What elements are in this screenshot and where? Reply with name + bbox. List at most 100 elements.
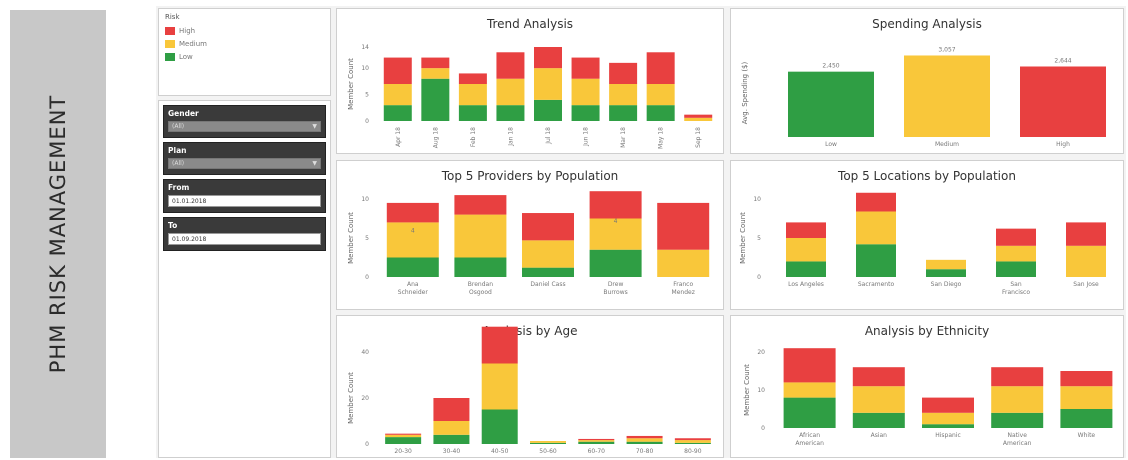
bar-segment-high[interactable] <box>534 47 562 69</box>
bar-segment-medium[interactable] <box>856 211 896 245</box>
bar-segment-high[interactable] <box>626 435 663 439</box>
bar-segment-medium[interactable] <box>383 84 412 106</box>
bar-segment-medium[interactable] <box>458 84 487 106</box>
app-banner: PHM RISK MANAGEMENT <box>10 10 106 458</box>
bar-segment-low[interactable] <box>674 442 711 444</box>
bar-segment-medium[interactable] <box>578 440 615 442</box>
bar-segment-low[interactable] <box>578 441 615 444</box>
bar-segment-medium[interactable] <box>386 222 439 258</box>
bar-segment-medium[interactable] <box>783 382 836 398</box>
bar-segment-medium[interactable] <box>996 245 1036 262</box>
bar-segment-high[interactable] <box>578 438 615 441</box>
bar-segment-high[interactable] <box>684 114 713 118</box>
bar-segment-medium[interactable] <box>657 249 710 277</box>
bar-segment-medium[interactable] <box>646 84 675 106</box>
bar-segment-high[interactable] <box>852 367 905 387</box>
top-providers-title: Top 5 Providers by Population <box>441 169 619 183</box>
bar-segment-medium[interactable] <box>674 440 711 443</box>
bar-segment-high[interactable] <box>1066 222 1106 246</box>
bar-segment-low[interactable] <box>783 397 836 428</box>
legend-item-high[interactable]: High <box>165 24 324 37</box>
bar-segment-low[interactable] <box>458 105 487 121</box>
bar-segment-high[interactable] <box>433 398 470 421</box>
plan-select[interactable]: (All) ▼ <box>168 158 321 169</box>
to-date-input[interactable]: 01.09.2018 <box>168 233 321 245</box>
bar-segment-low[interactable] <box>421 78 450 121</box>
gender-select[interactable]: (All) ▼ <box>168 121 321 132</box>
legend-item-low[interactable]: Low <box>165 50 324 63</box>
bar-segment-low[interactable] <box>926 269 966 277</box>
bar-segment-medium[interactable] <box>1060 386 1113 409</box>
bar-segment-high[interactable] <box>454 195 507 215</box>
bar-segment-high[interactable] <box>996 228 1036 246</box>
bar-segment-low[interactable] <box>530 442 566 444</box>
bar-segment-low[interactable] <box>996 261 1036 277</box>
bar-segment-high[interactable] <box>458 73 487 84</box>
bar-segment-high[interactable] <box>589 191 642 219</box>
bar-segment-medium[interactable] <box>421 68 450 79</box>
bar-segment-low[interactable] <box>522 267 574 277</box>
bar[interactable] <box>1020 66 1106 137</box>
bar-segment-high[interactable] <box>657 202 710 250</box>
bar-segment-low[interactable] <box>383 105 412 121</box>
bar-segment-low[interactable] <box>481 409 518 445</box>
bar-segment-high[interactable] <box>421 57 450 69</box>
bar-segment-high[interactable] <box>383 57 412 84</box>
bar-segment-medium[interactable] <box>609 84 638 106</box>
bar-segment-high[interactable] <box>609 62 638 84</box>
bar-segment-low[interactable] <box>922 424 974 428</box>
bar-segment-low[interactable] <box>991 412 1044 428</box>
bar-segment-medium[interactable] <box>433 421 470 435</box>
bar-segment-high[interactable] <box>481 326 518 364</box>
bar-segment-medium[interactable] <box>684 117 713 121</box>
bar-segment-medium[interactable] <box>496 78 525 106</box>
bar-segment-medium[interactable] <box>926 259 966 270</box>
bar-segment-medium[interactable] <box>481 363 518 410</box>
bar-segment-medium[interactable] <box>1066 245 1106 277</box>
bar-segment-low[interactable] <box>1060 409 1113 428</box>
bar-segment-low[interactable] <box>386 257 439 278</box>
bar-segment-low[interactable] <box>852 412 905 428</box>
bar-segment-low[interactable] <box>589 249 642 277</box>
bar-segment-low[interactable] <box>571 105 600 121</box>
bar-segment-low[interactable] <box>646 105 675 121</box>
bar-segment-high[interactable] <box>386 202 439 223</box>
bar-segment-medium[interactable] <box>385 434 422 438</box>
bar-segment-low[interactable] <box>609 105 638 121</box>
bar-segment-high[interactable] <box>922 397 974 413</box>
bar-segment-medium[interactable] <box>589 218 642 250</box>
bar-segment-medium[interactable] <box>852 386 905 413</box>
bar-segment-high[interactable] <box>674 438 711 441</box>
bar-segment-low[interactable] <box>433 434 470 444</box>
bar-segment-low[interactable] <box>626 441 663 444</box>
bar-segment-high[interactable] <box>385 433 422 435</box>
bar-segment-high[interactable] <box>496 52 525 79</box>
bar-segment-high[interactable] <box>646 52 675 84</box>
bar-segment-medium[interactable] <box>626 438 663 442</box>
bar-segment-low[interactable] <box>496 105 525 121</box>
bar-segment-high[interactable] <box>783 348 836 383</box>
bar-segment-medium[interactable] <box>454 214 507 258</box>
legend-item-medium[interactable]: Medium <box>165 37 324 50</box>
bar-segment-high[interactable] <box>522 213 574 241</box>
bar-segment-medium[interactable] <box>571 78 600 106</box>
bar[interactable] <box>788 71 874 137</box>
bar-segment-medium[interactable] <box>530 441 566 443</box>
bar-segment-high[interactable] <box>991 367 1044 387</box>
bar-segment-low[interactable] <box>454 257 507 278</box>
bar-segment-high[interactable] <box>571 57 600 79</box>
bar-segment-low[interactable] <box>385 437 422 444</box>
bar-segment-high[interactable] <box>856 192 896 212</box>
bar-segment-medium[interactable] <box>922 412 974 425</box>
bar[interactable] <box>904 55 990 138</box>
bar-segment-medium[interactable] <box>534 68 562 100</box>
bar-segment-high[interactable] <box>786 222 826 238</box>
bar-segment-low[interactable] <box>534 99 562 121</box>
bar-segment-low[interactable] <box>856 244 896 277</box>
bar-segment-medium[interactable] <box>786 238 826 262</box>
from-date-input[interactable]: 01.01.2018 <box>168 195 321 207</box>
bar-segment-medium[interactable] <box>522 240 574 268</box>
bar-segment-high[interactable] <box>1060 371 1113 387</box>
bar-segment-low[interactable] <box>786 261 826 277</box>
bar-segment-medium[interactable] <box>991 386 1044 413</box>
